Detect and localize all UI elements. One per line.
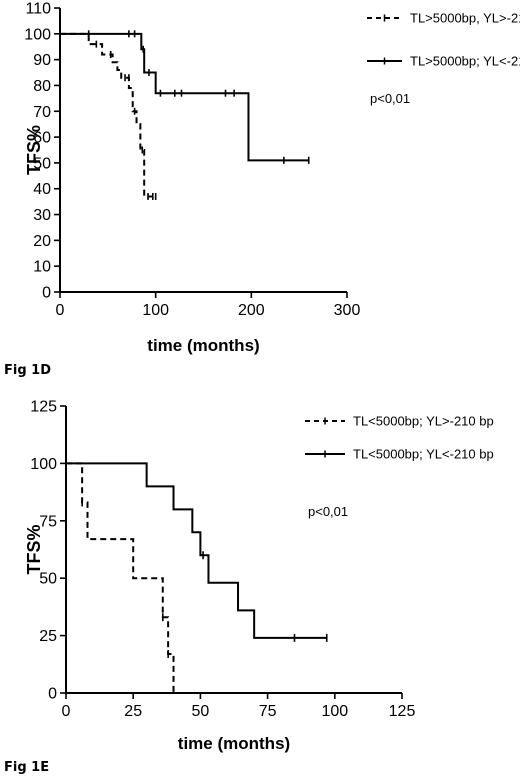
legend-label-1: TL<5000bp; YL>-210 bp xyxy=(353,414,494,429)
series-line-1 xyxy=(66,462,175,693)
x-tick-label: 100 xyxy=(321,703,348,720)
y-tick-label: 100 xyxy=(30,456,57,473)
figure-caption-1d: Fig 1D xyxy=(4,363,52,378)
x-tick-label: 0 xyxy=(62,703,71,720)
x-tick-label: 75 xyxy=(259,703,277,720)
x-axis-label: time (months) xyxy=(147,336,259,355)
series-line-2 xyxy=(60,32,309,162)
y-tick-label: 90 xyxy=(33,52,51,69)
y-tick-label: 0 xyxy=(42,285,51,302)
y-tick-label: 125 xyxy=(30,399,57,416)
series-line-2 xyxy=(66,462,327,639)
y-tick-label: 30 xyxy=(33,207,51,224)
x-tick-label: 25 xyxy=(124,703,142,720)
x-tick-label: 50 xyxy=(192,703,210,720)
p-value-annotation: p<0,01 xyxy=(308,504,348,519)
y-tick-label: 0 xyxy=(48,686,57,703)
y-tick-label: 50 xyxy=(39,571,57,588)
y-tick-label: 10 xyxy=(33,259,51,276)
p-value-annotation: p<0,01 xyxy=(370,91,410,106)
y-tick-label: 75 xyxy=(39,513,57,530)
legend-label-2: TL<5000bp; YL<-210 bp xyxy=(353,447,494,462)
x-axis-label: time (months) xyxy=(178,734,290,753)
legend-label-2: TL>5000bp; YL<-210 xyxy=(410,54,520,69)
y-tick-label: 100 xyxy=(24,26,51,43)
legend-label-1: TL>5000bp, YL>-210 xyxy=(410,11,520,26)
figure-caption-1e: Fig 1E xyxy=(4,760,50,775)
series-line-1 xyxy=(60,32,156,198)
y-tick-label: 70 xyxy=(33,104,51,121)
x-tick-label: 300 xyxy=(334,302,361,319)
y-tick-label: 80 xyxy=(33,78,51,95)
y-tick-label: 50 xyxy=(33,155,51,172)
x-tick-label: 125 xyxy=(389,703,416,720)
y-tick-label: 110 xyxy=(25,1,51,18)
x-tick-label: 200 xyxy=(238,302,265,319)
y-tick-label: 20 xyxy=(33,233,51,250)
y-axis-label: TFS% xyxy=(24,125,44,175)
chart-2: 0 25 50 75 100 125 0 25 50 75 100 125 time (months) T… xyxy=(24,399,494,754)
chart-1: 0 10 20 30 40 50 60 70 80 90 100 110 0 100 200 300 time … xyxy=(24,1,520,356)
y-axis-label: TFS% xyxy=(24,524,44,574)
x-tick-label: 0 xyxy=(56,302,65,319)
x-tick-label: 100 xyxy=(142,302,169,319)
y-tick-label: 40 xyxy=(33,181,51,198)
y-tick-label: 25 xyxy=(39,628,57,645)
y-tick-label: 60 xyxy=(33,130,51,147)
